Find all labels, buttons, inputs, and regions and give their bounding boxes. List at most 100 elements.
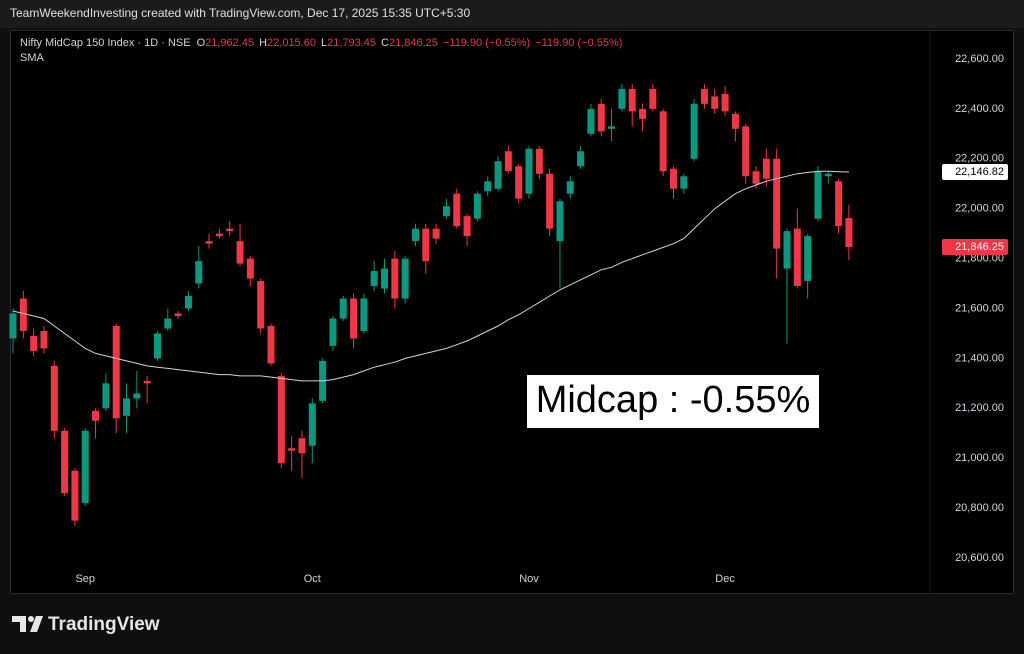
- candle-body: [112, 325, 120, 419]
- sma-price-label: 22,146.82: [955, 166, 1004, 178]
- logo-icon: [28, 616, 34, 622]
- legend-value: 21,793.45: [327, 37, 376, 49]
- candle-body: [731, 113, 739, 129]
- annotation-box: [527, 375, 819, 428]
- candle-body: [30, 335, 38, 351]
- legend-key: O: [197, 37, 206, 49]
- logo-text: TradingView: [48, 614, 160, 635]
- candle-body: [81, 430, 89, 504]
- candle-body: [453, 193, 461, 227]
- candle-body: [783, 231, 791, 269]
- candle-body: [587, 108, 595, 134]
- legend-change: −119.90 (−0.55%): [443, 37, 530, 49]
- candle-body: [298, 438, 306, 454]
- candle-body: [546, 173, 554, 229]
- legend-key: C: [381, 37, 389, 49]
- y-tick-label: 20,800.00: [955, 502, 1004, 514]
- candle-body: [195, 261, 203, 284]
- candle-body: [329, 318, 337, 346]
- sma-line: [12, 170, 849, 382]
- candle-body: [680, 176, 688, 189]
- candle-body: [92, 410, 100, 421]
- candle-body: [226, 228, 234, 232]
- legend-value: 22,015.60: [267, 37, 316, 49]
- candle-body: [153, 333, 161, 359]
- candle-body: [804, 236, 812, 282]
- y-tick-label: 20,600.00: [955, 552, 1004, 564]
- candle-body: [19, 298, 27, 331]
- candle-body: [473, 193, 481, 219]
- candle-body: [411, 228, 419, 242]
- candle-body: [639, 108, 647, 119]
- candle-body: [814, 171, 822, 219]
- candle-body: [401, 258, 409, 299]
- header-text: TeamWeekendInvesting created with Tradin…: [10, 6, 470, 20]
- candle-body: [463, 216, 471, 237]
- candle-body: [432, 228, 440, 239]
- y-tick-label: 22,000.00: [955, 203, 1004, 215]
- candle-body: [773, 158, 781, 249]
- candle-body: [608, 126, 616, 129]
- legend-key: L: [321, 37, 327, 49]
- candle-body: [669, 168, 677, 189]
- candle-body: [9, 313, 17, 339]
- legend-change: −119.90 (−0.55%): [535, 37, 622, 49]
- pane: [10, 30, 1014, 594]
- candle-body: [381, 268, 389, 289]
- last-price-label: 21,846.25: [955, 241, 1004, 253]
- candle-body: [164, 318, 172, 329]
- legend-title: Nifty MidCap 150 Index · 1D · NSE: [20, 37, 191, 49]
- x-tick-label: Nov: [519, 573, 539, 585]
- candle-body: [742, 126, 750, 177]
- candle-body: [184, 296, 192, 309]
- candle-body: [257, 281, 265, 329]
- candle-body: [350, 298, 358, 339]
- x-tick-label: Oct: [304, 573, 321, 585]
- annotation: Midcap : -0.55%: [536, 379, 811, 421]
- candle-body: [535, 148, 543, 174]
- candle-body: [845, 218, 853, 248]
- candle-body: [515, 166, 523, 199]
- candle-body: [71, 470, 79, 521]
- candle-body: [339, 298, 347, 319]
- y-tick-label: 21,200.00: [955, 402, 1004, 414]
- legend: Nifty MidCap 150 Index · 1D · NSE O21,962…: [20, 37, 622, 49]
- legend-sma: SMA: [20, 52, 45, 64]
- candle-body: [504, 151, 512, 172]
- candle-body: [700, 88, 708, 104]
- sma-price-label-box: [942, 164, 1008, 181]
- candle-body: [556, 201, 564, 242]
- candle-body: [102, 383, 110, 409]
- y-tick-label: 22,200.00: [955, 153, 1004, 165]
- candle-body: [277, 375, 285, 464]
- header-bar: [0, 0, 1024, 28]
- logo-icon: [12, 616, 26, 632]
- candle-body: [628, 88, 636, 112]
- logo: TradingView: [12, 614, 160, 635]
- candle-body: [422, 228, 430, 262]
- candle-body: [215, 233, 223, 237]
- candle-body: [205, 241, 213, 244]
- candle-body: [143, 380, 151, 384]
- candle-body: [835, 181, 843, 227]
- y-tick-label: 21,000.00: [955, 452, 1004, 464]
- candle-body: [370, 271, 378, 287]
- candle-body: [566, 181, 574, 194]
- y-tick-label: 21,400.00: [955, 352, 1004, 364]
- candle-body: [50, 365, 58, 431]
- candle-body: [597, 103, 605, 132]
- x-tick-label: Dec: [715, 573, 735, 585]
- candle-body: [174, 313, 182, 316]
- candle-body: [308, 403, 316, 446]
- candle-body: [649, 88, 657, 109]
- candle-body: [721, 93, 729, 112]
- candle-body: [40, 330, 48, 349]
- y-tick-label: 21,800.00: [955, 252, 1004, 264]
- candle-body: [762, 158, 770, 179]
- candle-body: [577, 151, 585, 167]
- candle-body: [824, 173, 832, 177]
- candle-body: [752, 171, 760, 184]
- legend-value: 21,962.45: [205, 37, 254, 49]
- candle-body: [246, 258, 254, 279]
